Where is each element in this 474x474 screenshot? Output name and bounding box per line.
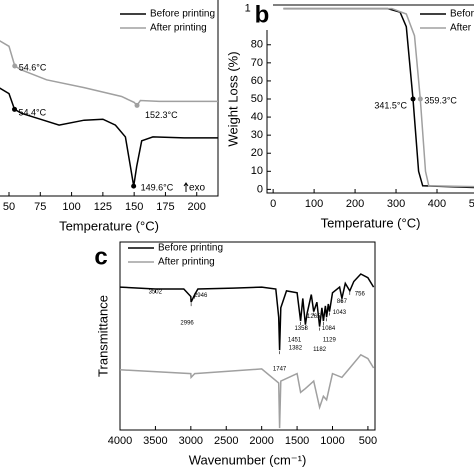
panel-letter: b [255, 1, 270, 28]
y-tick-label: 10 [251, 165, 263, 177]
x-tick-label: 400 [428, 198, 446, 210]
y-tick-label: 0 [257, 183, 263, 195]
legend-label: Before printing [450, 9, 474, 20]
x-tick-label: 3500 [143, 435, 167, 447]
y-tick-label: 70 [251, 57, 263, 69]
peak-label: 1747 [273, 367, 287, 373]
peak-label: 2996 [180, 321, 194, 327]
data-line [0, 40, 218, 107]
x-tick-label: 50 [3, 201, 15, 213]
x-tick-label: 125 [94, 201, 112, 213]
exo-arrow [183, 182, 189, 192]
panel-letter: c [94, 243, 107, 270]
data-line [0, 87, 218, 187]
plot-frame [0, 0, 219, 197]
peak-label: 3502 [149, 290, 163, 296]
annotation: 152.3°C [145, 110, 178, 120]
panel-letter-box [90, 244, 112, 272]
legend-label: After printing [450, 23, 474, 34]
y-tick-label: 20 [251, 147, 263, 159]
peak-label: 1358 [294, 326, 308, 332]
peak-label: 1182 [313, 347, 327, 353]
x-tick-label: 200 [346, 198, 364, 210]
data-line [119, 353, 375, 429]
annotation: 359.3°C [424, 95, 457, 105]
x-axis-title: Temperature (°C) [59, 218, 159, 233]
legend-label: Before printing [150, 9, 215, 20]
exo-note: exo [189, 183, 206, 194]
annotation-marker [417, 96, 423, 102]
x-axis-title: Wavenumber (cm⁻¹) [189, 452, 307, 467]
y-tick-label: 80 [251, 39, 263, 51]
x-tick-label: 200 [188, 201, 206, 213]
x-tick-label: 500 [469, 198, 474, 210]
annotation-marker [131, 183, 137, 189]
x-tick-label: 3000 [179, 435, 203, 447]
y-axis-title: Weight Loss (%) [225, 51, 240, 146]
x-tick-label: 2500 [214, 435, 238, 447]
x-tick-label: 4000 [108, 435, 132, 447]
y-tick-label: 50 [251, 93, 263, 105]
annotation-marker [134, 102, 140, 108]
peak-label: 1265 [307, 314, 321, 320]
peak-label: 1043 [333, 310, 347, 316]
data-line [283, 7, 474, 188]
x-tick-label: 2000 [249, 435, 273, 447]
annotation-marker [410, 96, 416, 102]
x-tick-label: 75 [34, 201, 46, 213]
legend-label: Before printing [158, 243, 223, 254]
y-tick-label: 30 [251, 129, 263, 141]
x-tick-label: 1000 [320, 435, 344, 447]
annotation: 54.6°C [19, 62, 47, 72]
annotation: 341.5°C [374, 100, 407, 110]
y-tick-label: 40 [251, 111, 263, 123]
data-line [119, 273, 375, 351]
x-tick-label: 100 [305, 198, 323, 210]
peak-label: 1129 [323, 338, 337, 344]
peak-label: 1451 [288, 338, 302, 344]
annotation-marker [12, 63, 18, 69]
plot-frame [119, 241, 376, 431]
x-axis-title: Temperature (°C) [321, 215, 421, 230]
x-tick-label: 1500 [285, 435, 309, 447]
legend-label: After printing [158, 257, 215, 268]
annotation: 54.4°C [19, 108, 47, 118]
peak-label: 1382 [289, 345, 303, 351]
annotation-marker [12, 106, 18, 112]
annotation: 149.6°C [141, 183, 174, 193]
y-tick-label: 60 [251, 75, 263, 87]
x-tick-label: 100 [62, 201, 80, 213]
peak-label: 867 [337, 299, 348, 305]
peak-label: 756 [355, 291, 366, 297]
peak-label: 2946 [194, 293, 208, 299]
x-tick-label: 500 [359, 435, 377, 447]
panel-letter-box [251, 2, 273, 30]
x-tick-label: 0 [270, 198, 276, 210]
legend-label: After printing [150, 23, 207, 34]
y-axis-title: Transmittance [95, 295, 110, 377]
x-tick-label: 150 [125, 201, 143, 213]
x-tick-label: 175 [156, 201, 174, 213]
peak-label: 1084 [322, 326, 336, 332]
x-tick-label: 300 [387, 198, 405, 210]
